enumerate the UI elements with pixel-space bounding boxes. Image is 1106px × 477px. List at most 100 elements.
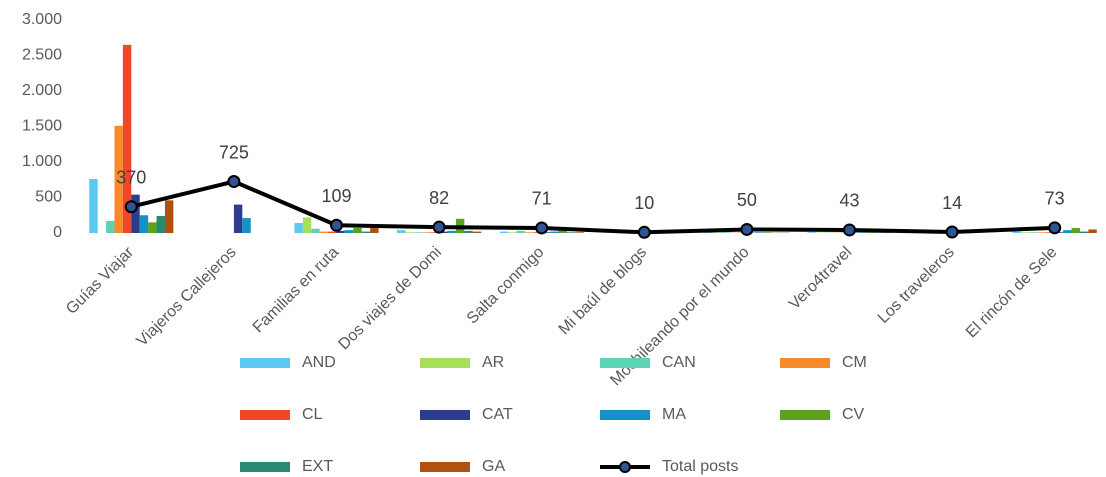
data-label: 109 <box>321 186 351 206</box>
data-label: 43 <box>839 191 859 211</box>
bar <box>311 228 320 233</box>
bar <box>302 217 312 233</box>
legend-swatch <box>240 462 290 472</box>
bar <box>1012 231 1022 233</box>
bar <box>516 230 525 233</box>
bar <box>370 228 379 233</box>
bar <box>1021 232 1030 233</box>
bar <box>439 231 448 233</box>
bar <box>1071 228 1080 233</box>
legend-label: CV <box>842 406 865 423</box>
bar <box>114 125 123 233</box>
bar <box>164 200 174 233</box>
bar <box>721 232 731 233</box>
bar <box>866 232 875 233</box>
legend-label: CAT <box>482 406 513 423</box>
bar <box>704 232 714 233</box>
legend-label: GA <box>482 458 505 475</box>
bar <box>294 223 303 233</box>
x-tick-label: El rincón de Sele <box>963 244 1061 342</box>
bar <box>558 230 567 233</box>
bar <box>397 230 406 233</box>
bar <box>344 230 354 233</box>
bar <box>807 232 816 233</box>
line-marker <box>330 218 343 232</box>
bar <box>233 204 243 233</box>
data-label: 82 <box>429 188 449 208</box>
bar <box>1088 229 1097 233</box>
bar <box>242 218 251 233</box>
bar <box>353 228 362 233</box>
x-tick-label: Vero4travel <box>786 244 855 313</box>
line-marker <box>535 221 549 235</box>
bar <box>405 232 414 233</box>
bar <box>139 215 149 233</box>
bar <box>106 220 115 233</box>
bar <box>464 230 473 233</box>
legend-label: MA <box>662 406 686 423</box>
line-marker <box>843 223 856 237</box>
legend-label: CM <box>842 354 867 371</box>
bar <box>131 194 140 233</box>
bar <box>336 230 345 233</box>
legend-swatch <box>240 410 290 420</box>
legend-swatch <box>780 410 830 420</box>
line-marker <box>637 225 651 239</box>
bar <box>499 231 509 233</box>
line-marker <box>124 200 138 214</box>
bar <box>550 231 559 233</box>
data-label: 725 <box>219 142 249 162</box>
bar <box>422 232 431 233</box>
legend-marker <box>619 461 631 473</box>
bar <box>857 232 867 233</box>
y-tick-label: 500 <box>35 189 62 206</box>
bar <box>413 232 423 233</box>
bar <box>755 232 764 233</box>
legend-swatch <box>600 358 650 368</box>
bar <box>89 179 98 233</box>
legend-swatch <box>420 462 470 472</box>
y-tick-label: 3.000 <box>22 11 62 28</box>
legend-label: EXT <box>302 458 333 475</box>
bar <box>148 222 157 233</box>
bar <box>156 215 165 233</box>
bar <box>1037 232 1047 233</box>
bar <box>1079 231 1089 233</box>
x-tick-label: Familias en ruta <box>250 244 343 337</box>
bar <box>575 232 584 233</box>
bar <box>361 231 371 233</box>
bar <box>122 44 132 233</box>
legend-swatch <box>420 410 470 420</box>
legend-swatch <box>600 410 650 420</box>
bar <box>472 231 482 233</box>
bar <box>328 231 337 233</box>
bar <box>566 232 576 233</box>
data-label: 50 <box>737 190 757 210</box>
data-label: 370 <box>116 167 146 187</box>
line-marker <box>945 225 959 239</box>
line-marker <box>227 175 241 189</box>
bar <box>1063 230 1072 233</box>
y-tick-label: 2.500 <box>22 47 62 64</box>
data-label: 14 <box>942 193 962 213</box>
legend-label: Total posts <box>662 458 738 475</box>
legend-swatch <box>780 358 830 368</box>
x-tick-label: Salta conmigo <box>464 244 548 328</box>
bar <box>430 232 440 233</box>
line-marker <box>432 220 446 234</box>
x-tick-label: Mi baúl de blogs <box>556 244 650 338</box>
y-tick-label: 0 <box>53 224 62 241</box>
line-marker <box>1048 221 1062 235</box>
legend-label: AR <box>482 354 504 371</box>
legend-swatch <box>420 358 470 368</box>
line <box>130 179 1055 235</box>
line-marker <box>740 222 754 236</box>
y-tick-label: 2.000 <box>22 82 62 99</box>
bar <box>524 232 534 233</box>
data-label: 71 <box>532 189 552 209</box>
bar <box>763 232 773 233</box>
x-tick-label: Viajeros Callejeros <box>134 244 240 350</box>
data-label: 73 <box>1045 189 1065 209</box>
y-tick-label: 1.000 <box>22 153 62 170</box>
